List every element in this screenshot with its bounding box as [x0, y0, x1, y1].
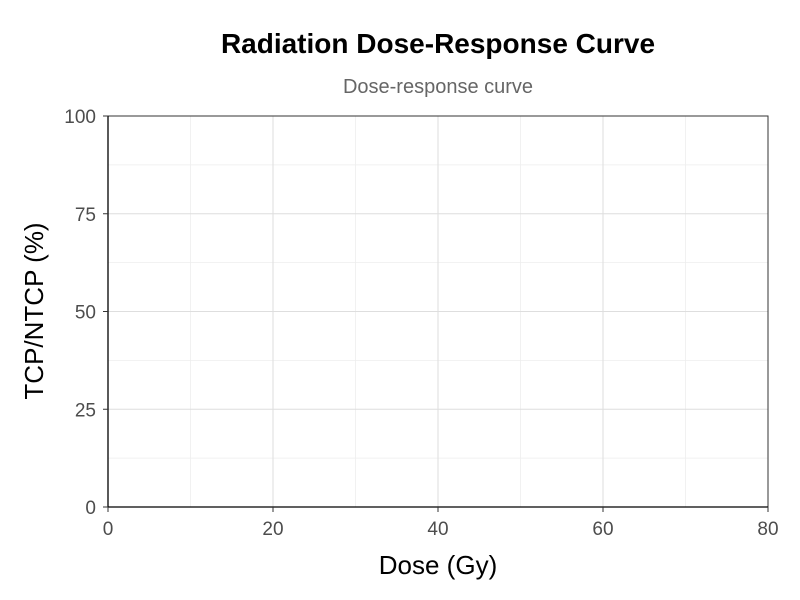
x-tick-label: 40	[427, 519, 448, 540]
y-tick-label: 0	[85, 498, 96, 519]
x-tick-label: 60	[592, 519, 613, 540]
y-tick-label: 25	[75, 400, 96, 421]
x-tick-label: 0	[103, 519, 114, 540]
y-tick-label: 75	[75, 205, 96, 226]
x-tick-label: 80	[757, 519, 778, 540]
y-axis-ticks: 0 25 50 75 100	[64, 107, 108, 519]
chart-title: Radiation Dose-Response Curve	[220, 28, 656, 59]
y-tick-label: 50	[75, 303, 96, 324]
chart-subtitle: Dose-response curve	[342, 76, 534, 98]
grid-lines	[107, 115, 769, 508]
x-tick-label: 20	[262, 519, 283, 540]
y-axis-title: TCP/NTCP (%)	[19, 222, 49, 399]
x-axis-ticks: 0 20 40 60 80	[103, 507, 779, 540]
y-tick-label: 100	[64, 107, 96, 128]
x-axis-title: Dose (Gy)	[379, 550, 497, 580]
